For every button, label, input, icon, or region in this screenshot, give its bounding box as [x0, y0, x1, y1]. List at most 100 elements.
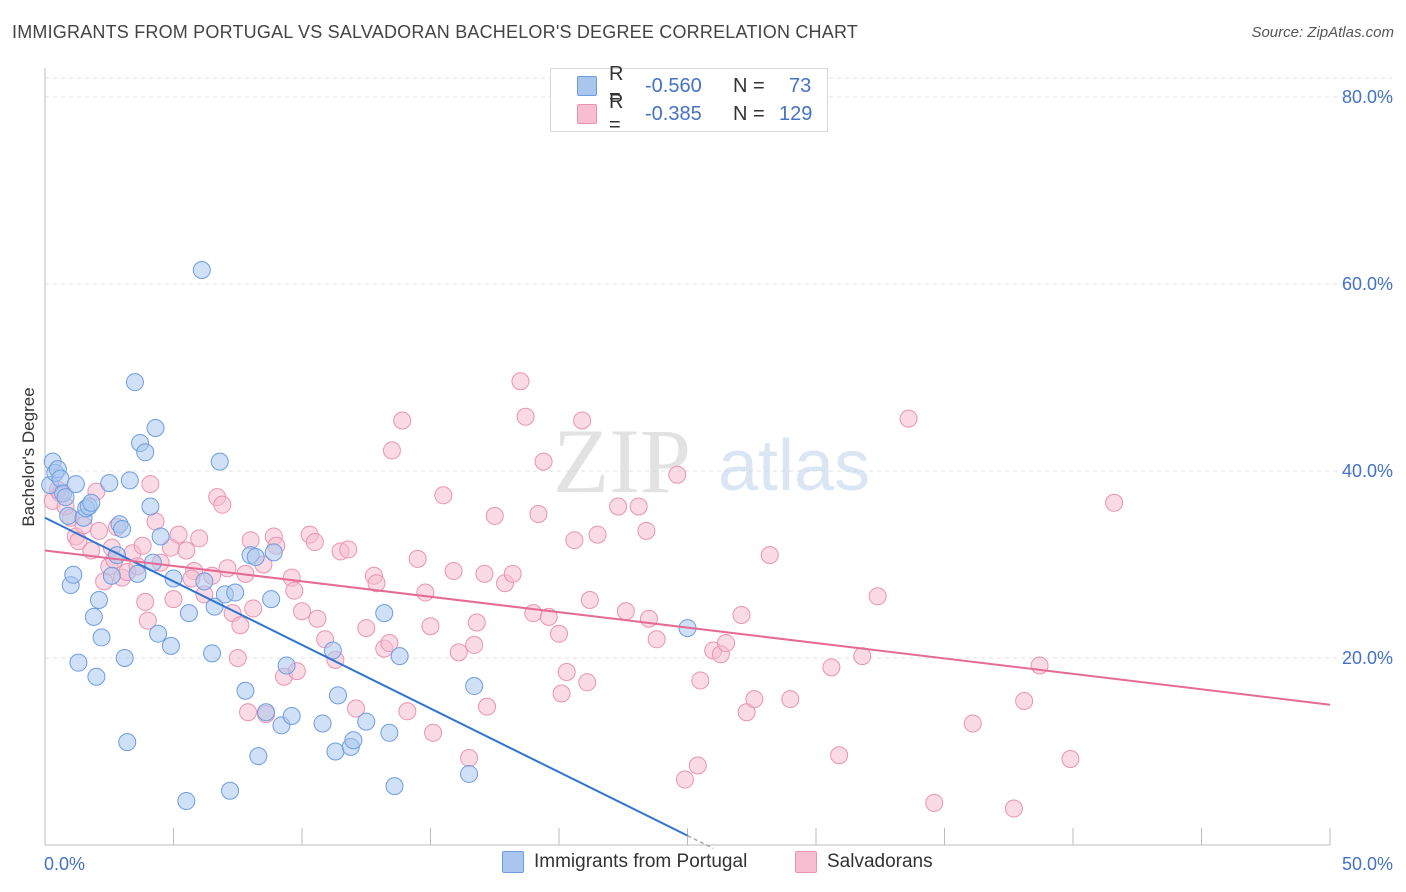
- salvadorans-point: [231, 616, 250, 635]
- salvadorans-point: [588, 525, 607, 544]
- salvadorans-point: [465, 635, 484, 654]
- salvadorans-point: [421, 617, 440, 636]
- salvadorans-point: [550, 624, 568, 643]
- portugal-point: [465, 677, 484, 696]
- portugal-point: [264, 543, 283, 562]
- salvadorans-point: [629, 497, 648, 516]
- salvadorans-point: [1105, 493, 1124, 512]
- salvadorans-point: [293, 602, 311, 621]
- portugal-point: [375, 604, 394, 623]
- portugal-point: [246, 548, 265, 567]
- portugal-point: [84, 607, 103, 626]
- salvadorans-point: [688, 756, 707, 775]
- salvadorans-point: [434, 486, 453, 505]
- portugal-point: [128, 564, 147, 583]
- portugal-point: [89, 591, 108, 610]
- salvadorans-point: [760, 546, 779, 565]
- salvadorans-point: [305, 533, 324, 552]
- salvadorans-point: [382, 441, 401, 460]
- portugal-point: [179, 604, 198, 623]
- portugal-point: [118, 733, 137, 752]
- portugal-point: [107, 546, 126, 565]
- salvadorans-point: [609, 497, 628, 516]
- bottom-legend: Immigrants from Portugal Salvadorans: [0, 851, 1406, 879]
- portugal-point: [203, 644, 222, 663]
- salvadorans-point: [393, 411, 412, 430]
- legend-row-salvadorans: R = -0.385 N = 129: [551, 91, 813, 136]
- portugal-point: [161, 636, 180, 655]
- salvadorans-point: [557, 663, 576, 682]
- portugal-point: [82, 493, 101, 512]
- legend-swatch-pink: [577, 104, 597, 124]
- salvadorans-point: [899, 409, 918, 428]
- legend-r-label: R =: [609, 91, 624, 136]
- salvadorans-point: [963, 714, 982, 733]
- legend-n-value: 129: [779, 102, 813, 125]
- axes: [44, 68, 1331, 846]
- portugal-point: [313, 714, 332, 733]
- salvadorans-point: [580, 591, 599, 610]
- salvadorans-point: [89, 521, 108, 540]
- salvadorans-point: [668, 465, 687, 484]
- portugal-point: [262, 590, 281, 609]
- salvadorans-point: [781, 690, 800, 709]
- salvadorans-point: [524, 604, 543, 623]
- portugal-point: [113, 519, 132, 538]
- portugal-point: [226, 583, 245, 602]
- portugal-point: [344, 731, 363, 750]
- salvadorans-point: [177, 541, 196, 560]
- salvadorans-point: [138, 611, 157, 630]
- watermark-zip: ZIP: [553, 410, 691, 512]
- salvadorans-point: [1015, 692, 1034, 711]
- portugal-point: [195, 572, 214, 591]
- salvadorans-point: [822, 658, 841, 677]
- salvadorans-point: [745, 690, 764, 709]
- salvadorans-point: [534, 452, 553, 471]
- portugal-point: [357, 712, 376, 731]
- salvadorans-point: [1061, 749, 1080, 768]
- salvadorans-point: [691, 671, 710, 690]
- bottom-legend-swatch-blue: [502, 851, 524, 873]
- salvadorans-point: [925, 793, 944, 812]
- salvadorans-point: [241, 531, 260, 550]
- portugal-point: [136, 443, 155, 462]
- legend-n-label: N =: [733, 102, 765, 125]
- salvadorans-point: [357, 619, 376, 638]
- portugal-point: [125, 373, 144, 392]
- salvadorans-point: [868, 587, 887, 606]
- portugal-point: [328, 686, 347, 705]
- salvadorans-point: [228, 649, 247, 667]
- portugal-point: [177, 792, 196, 811]
- salvadorans-point: [346, 699, 365, 718]
- salvadorans-point: [213, 495, 232, 514]
- watermark: ZIP atlas: [553, 410, 870, 512]
- portugal-trendline: [44, 516, 688, 837]
- y-tick-label: 40.0%: [1342, 461, 1393, 481]
- legend-n-value: 73: [789, 74, 812, 97]
- y-tick-label: 60.0%: [1342, 274, 1393, 294]
- portugal-point: [460, 764, 479, 783]
- salvadorans-point: [285, 581, 304, 600]
- portugal-point: [100, 474, 119, 493]
- salvadorans-point: [511, 372, 530, 391]
- portugal-point: [236, 681, 255, 700]
- portugal-point: [282, 706, 301, 725]
- portugal-point: [385, 777, 404, 796]
- salvadorans-point: [675, 770, 694, 789]
- portugal-point: [380, 723, 399, 742]
- salvadorans-point: [444, 562, 463, 581]
- portugal-point: [51, 469, 70, 488]
- salvadorans-point: [398, 702, 417, 721]
- salvadorans-point: [308, 609, 327, 628]
- salvadorans-point: [647, 630, 666, 649]
- portugal-point: [115, 649, 134, 667]
- salvadorans-point: [552, 684, 571, 703]
- salvadorans-point: [1004, 799, 1023, 818]
- salvadorans-point: [460, 749, 479, 768]
- x-tick-label: 0.0%: [44, 854, 85, 874]
- bottom-legend-swatch-pink: [795, 851, 817, 873]
- bottom-legend-label-portugal: Immigrants from Portugal: [534, 851, 748, 872]
- portugal-point: [64, 565, 83, 584]
- portugal-point: [56, 488, 75, 507]
